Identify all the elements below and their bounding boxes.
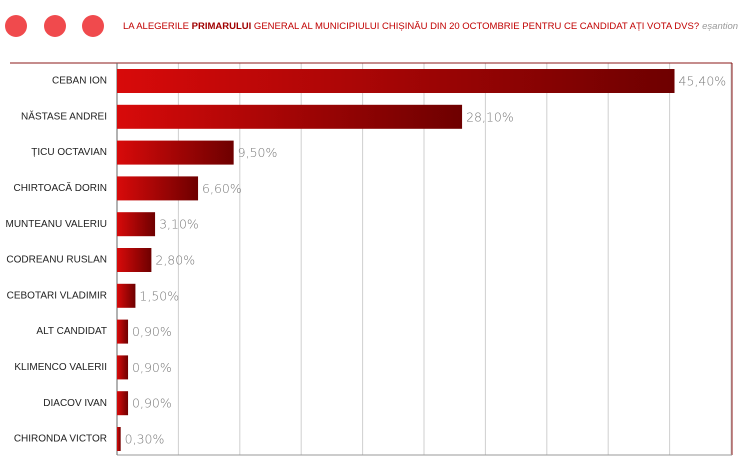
category-label: ȚICU OCTAVIAN xyxy=(31,147,107,158)
value-label: 0,90% xyxy=(132,396,172,411)
dot xyxy=(5,15,27,37)
category-label: CEBOTARI VLADIMIR xyxy=(7,290,107,301)
bar xyxy=(117,212,156,237)
category-label: CODREANU RUSLAN xyxy=(6,255,107,266)
bar xyxy=(117,391,129,416)
value-label: 45,40% xyxy=(679,74,727,89)
category-label: CHIRONDA VICTOR xyxy=(14,434,107,445)
category-label: MUNTEANU VALERIU xyxy=(6,219,108,230)
bar xyxy=(117,176,199,201)
dot xyxy=(44,15,66,37)
value-label: 0,90% xyxy=(132,324,172,339)
value-label: 3,10% xyxy=(159,217,199,232)
value-label: 2,80% xyxy=(155,253,195,268)
category-label: ALT CANDIDAT xyxy=(36,326,107,337)
value-label: 9,50% xyxy=(238,145,278,160)
bar xyxy=(117,355,129,380)
value-label: 0,90% xyxy=(132,360,172,375)
value-label: 28,10% xyxy=(466,109,514,124)
bar xyxy=(117,427,121,451)
value-label: 6,60% xyxy=(202,181,242,196)
category-label: NĂSTASE ANDREI xyxy=(21,109,107,122)
bar xyxy=(117,283,136,308)
value-label: 0,30% xyxy=(125,432,165,447)
category-label: CHIRTOACĂ DORIN xyxy=(13,181,107,194)
bar xyxy=(117,319,129,344)
chart-title: LA ALEGERILE PRIMARULUI GENERAL AL MUNIC… xyxy=(123,21,738,32)
dot xyxy=(82,15,104,37)
bar xyxy=(117,248,152,272)
category-label: KLIMENCO VALERII xyxy=(14,362,107,373)
bar xyxy=(117,69,675,93)
category-label: CEBAN ION xyxy=(52,76,107,87)
value-label: 1,50% xyxy=(139,288,179,303)
bar xyxy=(117,104,463,129)
category-label: DIACOV IVAN xyxy=(43,398,107,409)
bar xyxy=(117,140,234,165)
